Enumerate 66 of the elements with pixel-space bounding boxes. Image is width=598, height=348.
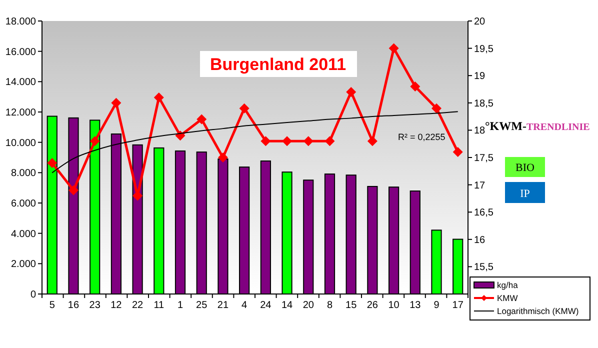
y2-tick-label: 17,5: [474, 153, 494, 164]
y2-tick-label: 18: [474, 126, 486, 137]
x-tick-label: 10: [388, 300, 400, 311]
y-tick-label: 0: [30, 290, 36, 300]
y2-tick-label: 19,5: [474, 44, 494, 55]
x-tick-label: 1: [177, 300, 184, 311]
x-tick-label: 16: [68, 300, 80, 311]
point: [239, 103, 250, 114]
x-tick-label: 25: [196, 300, 208, 311]
y2-tick-label: 19: [474, 71, 486, 82]
point: [260, 136, 271, 146]
text: Burgenland 2011: [210, 55, 346, 74]
y2-tick-label: 18,5: [474, 98, 494, 110]
legend-label: Logarithmisch (KMW): [497, 306, 579, 316]
x-tick-label: 24: [260, 300, 272, 311]
x-tick-label: 5: [49, 300, 56, 311]
x-tick-label: 14: [281, 300, 294, 311]
y-tick-label: 12.000: [5, 108, 36, 118]
y-tick-label: 16.000: [5, 46, 36, 58]
point: [410, 82, 420, 92]
point: [432, 103, 442, 114]
y2-tick-label: 15,5: [474, 262, 494, 274]
x-tick-label: 23: [89, 300, 101, 311]
y-tick-label: 14.000: [5, 77, 36, 88]
y-tick-label: 4.000: [10, 228, 36, 240]
point: [196, 114, 207, 124]
point: [324, 136, 335, 146]
x-tick-label: 13: [410, 300, 422, 311]
x-tick-label: 20: [302, 300, 314, 311]
x-tick-label: 15: [346, 300, 358, 311]
point: [388, 43, 399, 54]
text: °KWM-TRENDLINIE: [485, 119, 590, 133]
y-tick-label: 8.000: [10, 168, 36, 180]
y2-tick-label: 20: [474, 16, 486, 28]
y2-tick-label: 16: [474, 234, 486, 246]
text: BIO: [516, 162, 535, 174]
x-tick-label: 11: [154, 300, 165, 311]
point: [68, 185, 78, 196]
point: [346, 86, 356, 97]
y2-tick-label: 17: [474, 180, 486, 192]
point: [282, 136, 292, 146]
text: IP: [520, 188, 530, 200]
x-tick-label: 12: [110, 300, 122, 311]
point: [47, 158, 58, 168]
point: [367, 136, 378, 146]
annotation: R² = 0,2255: [398, 132, 446, 142]
y2-tick-label: 16,5: [474, 208, 494, 219]
point: [452, 147, 463, 158]
x-tick-label: 9: [434, 300, 440, 311]
point: [154, 92, 164, 102]
x-tick-label: 26: [366, 300, 378, 311]
point: [303, 136, 314, 146]
point: [90, 136, 100, 146]
x-tick-label: 8: [326, 300, 333, 311]
y-tick-label: 18.000: [5, 16, 36, 28]
x-tick-label: 17: [452, 300, 464, 311]
x-tick-label: 21: [217, 300, 229, 311]
point: [218, 152, 228, 162]
x-tick-label: 22: [132, 300, 144, 311]
y-tick-label: 10.000: [5, 138, 36, 149]
x-tick-label: 4: [242, 300, 248, 311]
y-tick-label: 6.000: [10, 198, 36, 210]
point: [111, 98, 122, 108]
legend-label: KMW: [497, 292, 518, 303]
legend-label: kg/ha: [497, 280, 518, 290]
y-tick-label: 2.000: [10, 259, 36, 270]
